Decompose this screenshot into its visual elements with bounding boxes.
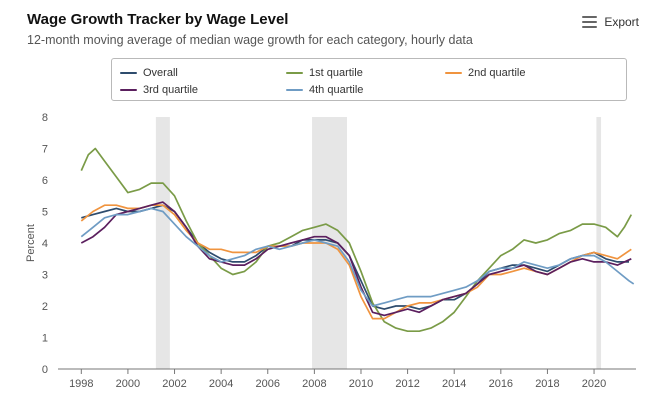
legend-swatch <box>120 88 137 92</box>
legend-label: 2nd quartile <box>468 67 526 79</box>
x-tick-label: 2018 <box>535 378 559 390</box>
y-tick-label: 4 <box>42 238 48 250</box>
y-axis-label: Percent <box>25 224 37 262</box>
legend-item-3rd-quartile[interactable]: 3rd quartile <box>120 84 198 96</box>
y-tick-label: 1 <box>42 333 48 345</box>
hamburger-menu-icon <box>582 16 598 28</box>
chart-subtitle: 12-month moving average of median wage g… <box>27 33 473 47</box>
export-label: Export <box>604 15 639 29</box>
legend-swatch <box>286 88 303 92</box>
x-tick-label: 2008 <box>302 378 326 390</box>
y-tick-label: 3 <box>42 270 48 282</box>
series-line-3rd-quartile <box>80 201 632 317</box>
recession-shading <box>596 117 602 369</box>
x-tick-label: 2004 <box>209 378 233 390</box>
recession-shading <box>155 117 170 369</box>
y-tick-label: 2 <box>42 301 48 313</box>
y-tick-label: 7 <box>42 144 48 156</box>
x-tick-label: 2000 <box>116 378 140 390</box>
x-tick-label: 2010 <box>349 378 373 390</box>
x-tick-label: 2012 <box>395 378 419 390</box>
x-tick-label: 2006 <box>256 378 280 390</box>
legend-label: Overall <box>143 67 178 79</box>
x-tick-label: 1998 <box>69 378 93 390</box>
legend-swatch <box>286 71 303 75</box>
x-tick-label: 2020 <box>582 378 606 390</box>
y-tick-label: 6 <box>42 175 48 187</box>
legend-item-overall[interactable]: Overall <box>120 67 178 79</box>
legend-item-2nd-quartile[interactable]: 2nd quartile <box>445 67 526 79</box>
x-tick-label: 2002 <box>162 378 186 390</box>
x-tick-label: 2014 <box>442 378 466 390</box>
series-line-4th-quartile <box>80 207 635 307</box>
x-tick-label: 2016 <box>489 378 513 390</box>
y-tick-label: 5 <box>42 207 48 219</box>
legend-item-4th-quartile[interactable]: 4th quartile <box>286 84 363 96</box>
series-line-1st-quartile <box>80 147 633 333</box>
chart-legend: Overall 1st quartile 2nd quartile 3rd qu… <box>111 58 627 101</box>
legend-label: 1st quartile <box>309 67 363 79</box>
y-tick-label: 0 <box>42 364 48 376</box>
legend-label: 3rd quartile <box>143 84 199 96</box>
legend-label: 4th quartile <box>309 84 364 96</box>
y-tick-label: 8 <box>42 112 48 124</box>
export-button[interactable]: Export <box>582 15 639 29</box>
legend-item-1st-quartile[interactable]: 1st quartile <box>286 67 363 79</box>
legend-swatch <box>120 71 137 75</box>
chart-title: Wage Growth Tracker by Wage Level <box>27 11 289 28</box>
legend-swatch <box>445 71 462 75</box>
